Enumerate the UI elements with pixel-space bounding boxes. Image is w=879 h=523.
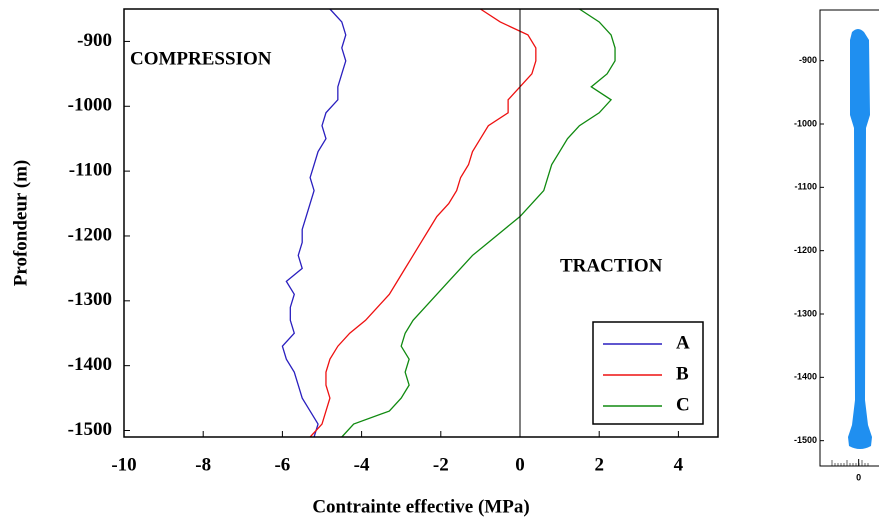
plot-frame <box>123 8 719 438</box>
cavern-shape <box>848 29 872 449</box>
y-tick-label: -1000 <box>68 95 112 116</box>
y-tick-label: -900 <box>77 30 112 51</box>
y-tick-label: -1500 <box>68 419 112 440</box>
x-tick-label: -2 <box>433 454 449 475</box>
y-axis-title: Profondeur (m) <box>10 160 31 286</box>
profile-frame <box>819 9 879 467</box>
x-tick-label: 4 <box>674 454 684 475</box>
legend-label: A <box>676 332 690 353</box>
y-tick-label: -1300 <box>68 289 112 310</box>
y-tick-label: -1400 <box>68 354 112 375</box>
x-tick-label: -6 <box>274 454 290 475</box>
series-line <box>281 8 347 438</box>
x-tick-label: 2 <box>594 454 604 475</box>
y-tick-label: -1000 <box>794 118 817 128</box>
x-tick-label: 0 <box>515 454 525 475</box>
legend-label: B <box>676 363 689 384</box>
y-tick-label: -1300 <box>794 308 817 318</box>
y-tick-label: -900 <box>799 55 817 65</box>
series-line <box>309 8 537 438</box>
y-tick-label: -1200 <box>68 224 112 245</box>
annotation: TRACTION <box>560 255 663 276</box>
x-tick-label: -8 <box>195 454 211 475</box>
y-tick-label: -1200 <box>794 245 817 255</box>
annotation: COMPRESSION <box>130 48 272 69</box>
legend-label: C <box>676 394 690 415</box>
x-tick-label: -4 <box>354 454 370 475</box>
y-tick-label: -1400 <box>794 372 817 382</box>
x-tick-label: 0 <box>856 472 861 482</box>
y-tick-label: -1100 <box>794 182 817 192</box>
x-tick-label: -10 <box>111 454 136 475</box>
series-line <box>341 8 616 438</box>
legend-box <box>592 321 704 425</box>
x-axis-title: Contrainte effective (MPa) <box>312 496 529 517</box>
y-tick-label: -1100 <box>69 159 112 180</box>
y-tick-label: -1500 <box>794 435 817 445</box>
